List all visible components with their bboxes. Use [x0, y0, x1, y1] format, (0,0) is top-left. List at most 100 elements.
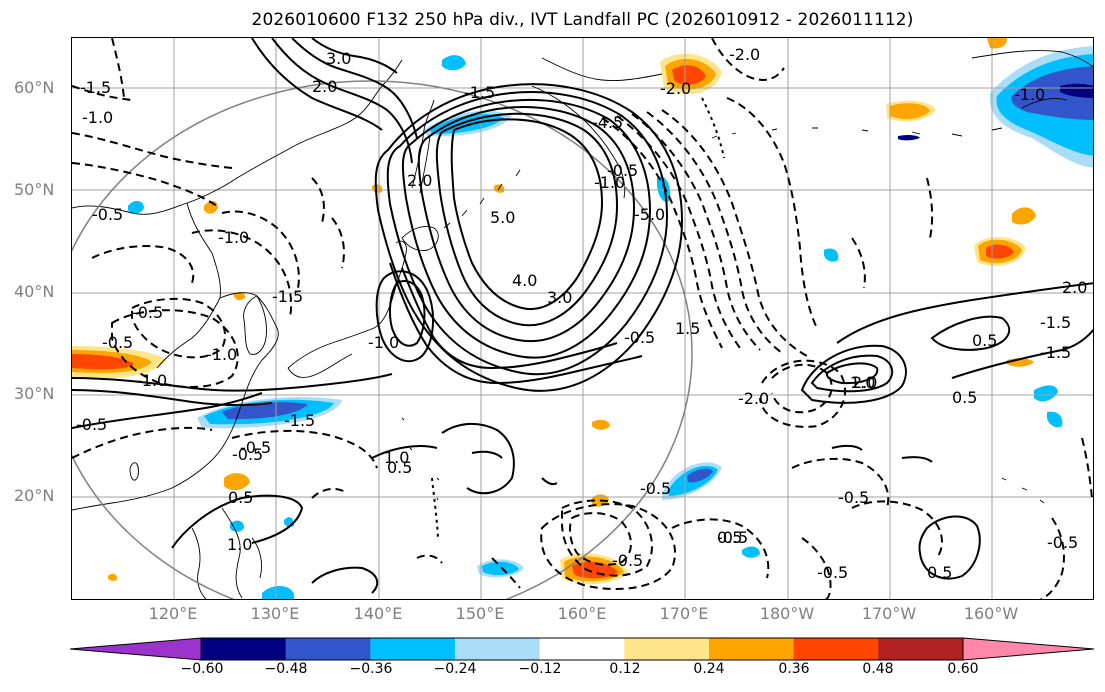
contour-label: -0.5 — [612, 551, 643, 570]
contour-label: 3.0 — [326, 49, 351, 68]
shading-darkblue-blob — [898, 134, 920, 141]
contour-label: 1.0 — [227, 535, 252, 554]
contour-label: -1.0 — [82, 108, 113, 127]
shading-darkblue-blob — [1011, 66, 1093, 120]
contour-label: -0.5 — [624, 328, 655, 347]
shading-blue-blob — [742, 546, 760, 558]
colorbar — [70, 637, 1095, 661]
shading-red-blob — [672, 65, 706, 85]
contour-label: 0.5 — [387, 458, 412, 477]
lon-label: 170°W — [861, 604, 917, 623]
contour-label: -0.5 — [640, 479, 671, 498]
colorbar-tick: −0.12 — [518, 661, 562, 677]
shading-orange-blob — [234, 291, 246, 301]
contour-label: -2.0 — [660, 79, 691, 98]
contour-label: -2.0 — [738, 389, 769, 408]
contour-label: -1.0 — [136, 371, 167, 390]
lon-label: 160°W — [963, 604, 1019, 623]
colorbar-segment — [285, 638, 371, 660]
shading-orange-blob — [890, 103, 930, 119]
contour-label: 2.0 — [1062, 278, 1087, 297]
colorbar-tick: 0.36 — [778, 661, 810, 677]
lon-label: 120°E — [148, 604, 198, 623]
contour-label: 0.5 — [927, 563, 952, 582]
colorbar-tick: 0.48 — [862, 661, 894, 677]
lon-label: 170°E — [659, 604, 709, 623]
shading-orange-blob — [372, 184, 383, 193]
chart-title: 2026010600 F132 250 hPa div., IVT Landfa… — [251, 10, 914, 30]
contour-label: -0.5 — [76, 415, 107, 434]
shading-darkblue-blob — [687, 468, 713, 483]
contour-label: -0.5 — [838, 488, 869, 507]
shading-orange-blob — [592, 419, 610, 430]
contour-label: 3.0 — [547, 288, 572, 307]
colorbar-tick: −0.24 — [433, 661, 477, 677]
contour-label: 5.0 — [490, 208, 515, 227]
map-canvas: 3.0 2.0 -1.5 -1.0 -0.5 -1.0 -0.5 2.0 5.0… — [72, 38, 1093, 599]
contour-label: -1.0 — [594, 173, 625, 192]
lat-label: 40°N — [14, 282, 55, 301]
contour-label: -0.5 — [232, 445, 263, 464]
colorbar-segment — [878, 638, 964, 660]
lon-label: 160°E — [557, 604, 607, 623]
shading-orange-blob — [987, 38, 1007, 49]
contour-label: -5.0 — [634, 205, 665, 224]
colorbar-segment — [539, 638, 625, 660]
map-panel[interactable]: 3.0 2.0 -1.5 -1.0 -0.5 -1.0 -0.5 2.0 5.0… — [71, 37, 1094, 600]
lon-label: 130°E — [250, 604, 300, 623]
contour-label: 1.0 — [850, 373, 875, 392]
shading-blue-blob — [657, 176, 671, 202]
shading-blue-blob — [230, 520, 244, 532]
colorbar-frame — [200, 637, 964, 661]
shading-orange-blob — [224, 473, 250, 491]
lon-label: 180°W — [759, 604, 815, 623]
contour-label: -0.5 — [92, 205, 123, 224]
shading-red-blob — [72, 354, 134, 370]
contour-label: -1.5 — [464, 83, 495, 102]
convergence-contours — [72, 38, 1093, 599]
contour-label: -1.5 — [1040, 313, 1071, 332]
colorbar-tick: −0.36 — [349, 661, 393, 677]
colorbar-segment — [624, 638, 710, 660]
lon-label: 140°E — [353, 604, 403, 623]
shading-blue-blob — [284, 517, 294, 527]
colorbar-segment — [370, 638, 456, 660]
shading-darkblue-blob — [222, 402, 308, 420]
contour-label: 2.0 — [312, 77, 337, 96]
colorbar-segment — [709, 638, 795, 660]
contour-label: 1.0 — [384, 448, 409, 467]
colorbar-tick: −0.48 — [264, 661, 308, 677]
coastlines — [72, 50, 1093, 599]
shading-red-blob — [986, 244, 1014, 259]
contour-label: -0.5 — [607, 161, 638, 180]
contour-label: -0.5 — [102, 333, 133, 352]
contour-label: 1.5 — [675, 319, 700, 338]
colorbar-segment — [201, 638, 287, 660]
contour-label: 2.0 — [852, 373, 877, 392]
contour-label: -1.0 — [1014, 85, 1045, 104]
shading-blue-blob — [128, 200, 144, 214]
shading-blue-blob — [824, 248, 839, 262]
contour-label: -4.5 — [592, 113, 623, 132]
colorbar-segment — [962, 637, 1095, 661]
shading-blue-blob — [442, 55, 466, 71]
shading-orange-blob — [1012, 207, 1036, 225]
contour-label: -1.5 — [272, 287, 303, 306]
contour-label: 0.5 — [228, 488, 253, 507]
lat-label: 50°N — [14, 180, 55, 199]
contour-label: 0.5 — [952, 388, 977, 407]
contour-label: -1.0 — [368, 333, 399, 352]
contour-label: -1.5 — [284, 411, 315, 430]
contour-label: -1.0 — [206, 345, 237, 364]
shading-blue-blob — [482, 561, 519, 576]
contour-label: -1.0 — [218, 228, 249, 247]
contour-label: -1.5 — [1040, 343, 1071, 362]
lon-label: 150°E — [455, 604, 505, 623]
colorbar-tick: 0.60 — [947, 661, 979, 677]
shading-blue-blob — [1047, 411, 1063, 428]
colorbar-tick: 0.12 — [609, 661, 641, 677]
lat-label: 20°N — [14, 486, 55, 505]
colorbar-segment — [70, 637, 202, 661]
shading-blue-blob — [262, 586, 294, 599]
shading-darkblue-blob — [1060, 83, 1093, 98]
